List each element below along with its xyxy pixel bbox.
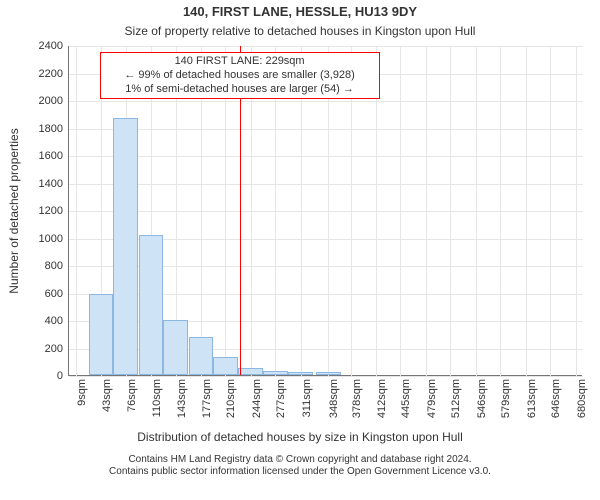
histogram-bar (288, 372, 313, 375)
gridline-vertical (500, 46, 501, 376)
annotation-box: 140 FIRST LANE: 229sqm← 99% of detached … (100, 52, 380, 99)
histogram-bar (263, 371, 288, 375)
y-tick-label: 400 (45, 315, 63, 327)
histogram-bar (139, 235, 164, 375)
gridline-horizontal (69, 101, 583, 102)
x-tick-label: 378sqm (351, 379, 363, 418)
gridline-vertical (526, 46, 527, 376)
gridline-vertical (76, 46, 77, 376)
histogram-bar (213, 357, 238, 375)
x-tick-label: 143sqm (176, 379, 188, 418)
histogram-bar (89, 294, 114, 375)
annotation-line: 1% of semi-detached houses are larger (5… (105, 83, 375, 97)
attribution-line2: Contains public sector information licen… (109, 466, 491, 477)
x-tick-label: 9sqm (76, 379, 88, 406)
attribution-line1: Contains HM Land Registry data © Crown c… (128, 454, 471, 465)
x-tick-label: 613sqm (526, 379, 538, 418)
gridline-horizontal (69, 129, 583, 130)
histogram-bar (189, 337, 214, 376)
plot-area: 0200400600800100012001400160018002000220… (68, 46, 582, 376)
x-tick-label: 546sqm (476, 379, 488, 418)
y-tick-label: 1400 (39, 178, 63, 190)
gridline-vertical (550, 46, 551, 376)
gridline-horizontal (69, 156, 583, 157)
x-tick-label: 244sqm (251, 379, 263, 418)
gridline-horizontal (69, 376, 583, 377)
annotation-line: ← 99% of detached houses are smaller (3,… (105, 69, 375, 83)
y-tick-label: 600 (45, 288, 63, 300)
chart-title-line2: Size of property relative to detached ho… (0, 24, 600, 38)
y-tick-label: 1600 (39, 150, 63, 162)
y-tick-label: 2200 (39, 68, 63, 80)
x-tick-label: 348sqm (328, 379, 340, 418)
x-tick-label: 445sqm (400, 379, 412, 418)
x-tick-label: 512sqm (450, 379, 462, 418)
x-tick-label: 277sqm (275, 379, 287, 418)
gridline-vertical (576, 46, 577, 376)
x-tick-label: 646sqm (550, 379, 562, 418)
gridline-vertical (450, 46, 451, 376)
gridline-vertical (400, 46, 401, 376)
x-tick-label: 579sqm (500, 379, 512, 418)
y-axis-label: Number of detached properties (7, 128, 21, 293)
gridline-horizontal (69, 211, 583, 212)
y-tick-label: 1800 (39, 123, 63, 135)
x-tick-label: 479sqm (426, 379, 438, 418)
histogram-bar (113, 118, 138, 375)
gridline-horizontal (69, 46, 583, 47)
annotation-line: 140 FIRST LANE: 229sqm (105, 55, 375, 69)
x-tick-label: 177sqm (201, 379, 213, 418)
x-tick-label: 76sqm (126, 379, 138, 412)
gridline-vertical (426, 46, 427, 376)
x-tick-label: 110sqm (151, 379, 163, 417)
histogram-bar (163, 320, 188, 375)
x-axis-label: Distribution of detached houses by size … (0, 430, 600, 444)
y-tick-label: 0 (57, 370, 63, 382)
histogram-bar (238, 368, 263, 375)
attribution-text: Contains HM Land Registry data © Crown c… (0, 454, 600, 478)
y-tick-label: 2000 (39, 95, 63, 107)
histogram-bar (316, 372, 341, 375)
x-tick-label: 43sqm (101, 379, 113, 412)
gridline-vertical (476, 46, 477, 376)
y-tick-label: 200 (45, 343, 63, 355)
y-tick-label: 1200 (39, 205, 63, 217)
chart-title-line1: 140, FIRST LANE, HESSLE, HU13 9DY (0, 4, 600, 19)
x-tick-label: 311sqm (301, 379, 313, 417)
gridline-horizontal (69, 184, 583, 185)
x-tick-label: 680sqm (576, 379, 588, 418)
x-tick-label: 412sqm (376, 379, 388, 418)
y-tick-label: 1000 (39, 233, 63, 245)
y-tick-label: 800 (45, 260, 63, 272)
x-tick-label: 210sqm (225, 379, 237, 418)
chart-container: 140, FIRST LANE, HESSLE, HU13 9DY Size o… (0, 0, 600, 500)
y-tick-label: 2400 (39, 40, 63, 52)
